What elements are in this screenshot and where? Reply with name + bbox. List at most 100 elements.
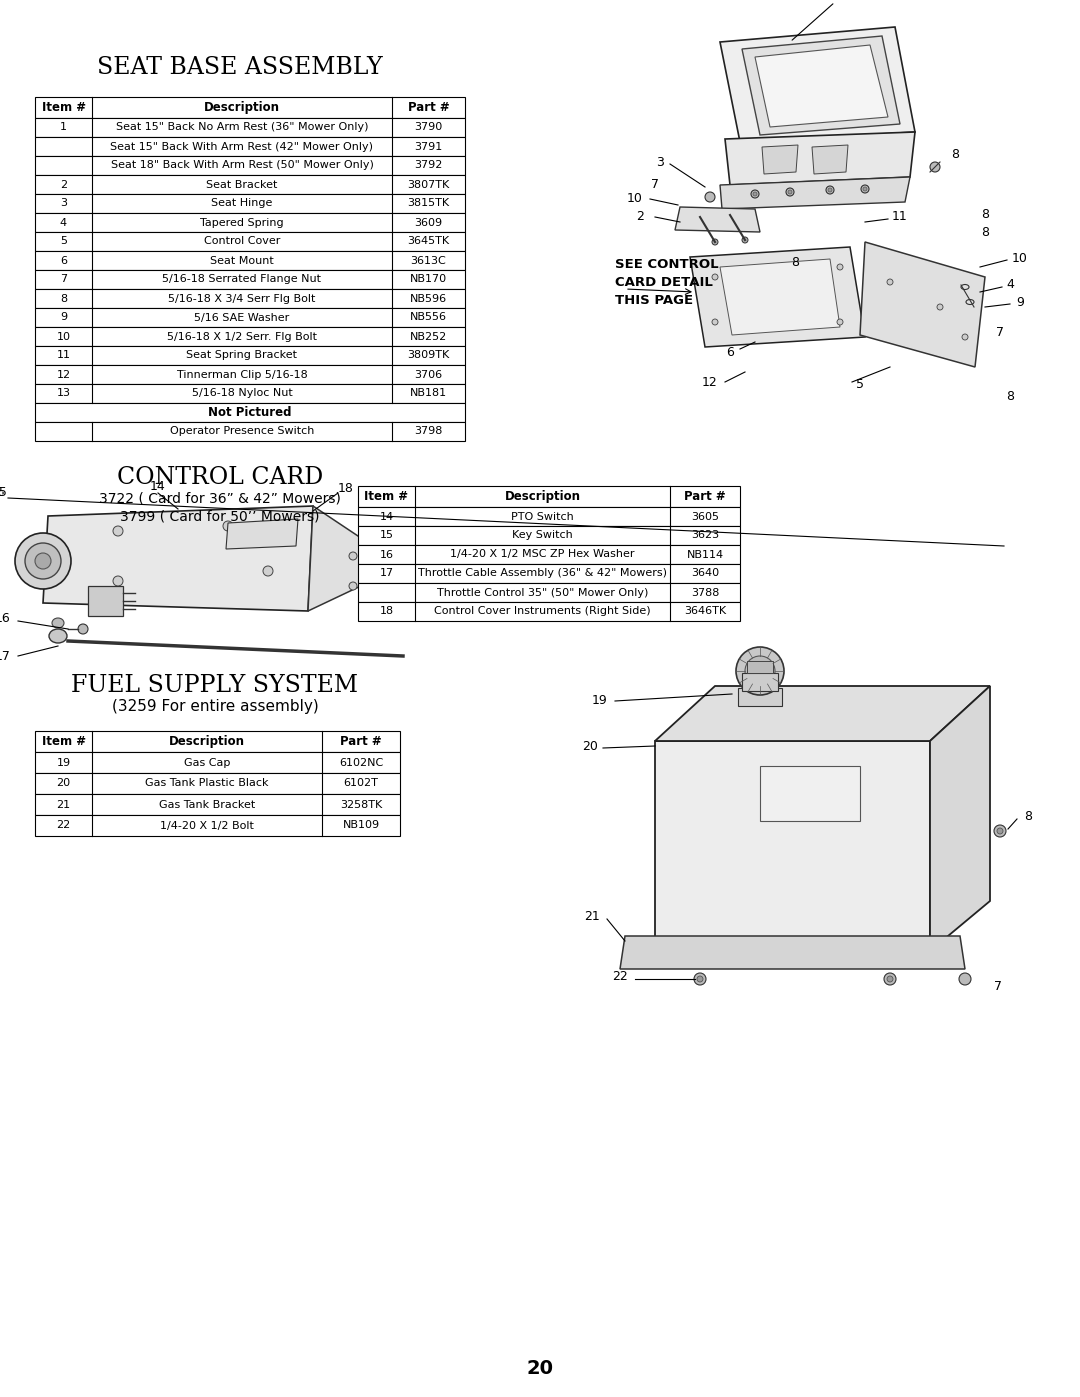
Text: 3792: 3792 bbox=[415, 161, 443, 170]
Text: 9: 9 bbox=[59, 313, 67, 323]
Text: 3646TK: 3646TK bbox=[684, 606, 726, 616]
Bar bbox=[35, 402, 465, 422]
Circle shape bbox=[937, 305, 943, 310]
Bar bbox=[357, 564, 740, 583]
Text: 20: 20 bbox=[582, 739, 598, 753]
Text: Seat 15" Back No Arm Rest (36" Mower Only): Seat 15" Back No Arm Rest (36" Mower Onl… bbox=[116, 123, 368, 133]
Circle shape bbox=[751, 190, 759, 198]
Text: 14: 14 bbox=[379, 511, 393, 521]
Circle shape bbox=[745, 657, 775, 686]
Bar bbox=[357, 527, 740, 545]
Polygon shape bbox=[690, 247, 865, 346]
Text: 14: 14 bbox=[150, 479, 166, 493]
Text: 10: 10 bbox=[627, 193, 643, 205]
Text: Seat Bracket: Seat Bracket bbox=[206, 179, 278, 190]
Bar bbox=[747, 661, 773, 673]
Circle shape bbox=[712, 239, 718, 244]
Circle shape bbox=[113, 576, 123, 585]
Text: 3706: 3706 bbox=[415, 369, 443, 380]
Bar bbox=[35, 384, 465, 402]
Text: 8: 8 bbox=[981, 225, 989, 239]
Ellipse shape bbox=[52, 617, 64, 629]
Text: NB109: NB109 bbox=[342, 820, 379, 830]
Text: 11: 11 bbox=[892, 211, 908, 224]
Circle shape bbox=[788, 190, 792, 194]
Text: 5/16-18 Nyloc Nut: 5/16-18 Nyloc Nut bbox=[191, 388, 293, 398]
Text: Control Cover Instruments (Right Side): Control Cover Instruments (Right Side) bbox=[434, 606, 651, 616]
Circle shape bbox=[742, 237, 748, 243]
Text: NB181: NB181 bbox=[410, 388, 447, 398]
Circle shape bbox=[15, 534, 71, 590]
Text: 20: 20 bbox=[56, 778, 70, 788]
Text: 6: 6 bbox=[60, 256, 67, 265]
Polygon shape bbox=[43, 506, 313, 610]
Text: 9: 9 bbox=[1016, 296, 1024, 309]
Bar bbox=[35, 731, 400, 752]
Circle shape bbox=[349, 552, 357, 560]
Text: 22: 22 bbox=[56, 820, 70, 830]
Text: NB252: NB252 bbox=[410, 331, 447, 341]
Polygon shape bbox=[654, 686, 990, 740]
Text: FUEL SUPPLY SYSTEM: FUEL SUPPLY SYSTEM bbox=[71, 673, 359, 697]
Text: NB556: NB556 bbox=[410, 313, 447, 323]
Polygon shape bbox=[308, 506, 403, 610]
Text: Not Pictured: Not Pictured bbox=[208, 407, 292, 419]
Text: 8: 8 bbox=[1005, 391, 1014, 404]
Text: 5/16-18 X 3/4 Serr Flg Bolt: 5/16-18 X 3/4 Serr Flg Bolt bbox=[168, 293, 315, 303]
Text: PTO Switch: PTO Switch bbox=[511, 511, 573, 521]
Circle shape bbox=[78, 624, 87, 634]
Circle shape bbox=[113, 527, 123, 536]
Circle shape bbox=[837, 264, 843, 270]
Text: SEAT BASE ASSEMBLY: SEAT BASE ASSEMBLY bbox=[97, 56, 382, 78]
Bar bbox=[35, 307, 465, 327]
Text: Gas Cap: Gas Cap bbox=[184, 757, 230, 767]
Text: Seat Spring Bracket: Seat Spring Bracket bbox=[187, 351, 297, 360]
Text: 3722 ( Card for 36” & 42” Mowers): 3722 ( Card for 36” & 42” Mowers) bbox=[99, 492, 341, 506]
Polygon shape bbox=[725, 131, 915, 184]
Bar bbox=[35, 814, 400, 835]
Circle shape bbox=[837, 319, 843, 326]
Circle shape bbox=[828, 189, 832, 191]
Text: 17: 17 bbox=[0, 650, 11, 662]
Text: 8: 8 bbox=[1024, 809, 1032, 823]
Text: Part #: Part # bbox=[340, 735, 382, 747]
Text: 15: 15 bbox=[0, 486, 9, 500]
Text: 3258TK: 3258TK bbox=[340, 799, 382, 809]
Text: 3790: 3790 bbox=[415, 123, 443, 133]
Bar bbox=[35, 194, 465, 212]
Text: 19: 19 bbox=[592, 694, 608, 707]
Text: Description: Description bbox=[504, 490, 581, 503]
Text: 7: 7 bbox=[994, 979, 1002, 992]
Polygon shape bbox=[812, 145, 848, 175]
Text: 3645TK: 3645TK bbox=[407, 236, 449, 246]
Text: 10: 10 bbox=[1012, 253, 1028, 265]
Polygon shape bbox=[675, 207, 760, 232]
Text: 12: 12 bbox=[702, 376, 718, 388]
Bar bbox=[35, 96, 465, 117]
Circle shape bbox=[712, 319, 718, 326]
Bar bbox=[760, 766, 860, 821]
Text: Item #: Item # bbox=[41, 735, 85, 747]
Polygon shape bbox=[930, 686, 990, 951]
Polygon shape bbox=[226, 520, 298, 549]
Polygon shape bbox=[720, 258, 840, 335]
Text: Gas Tank Bracket: Gas Tank Bracket bbox=[159, 799, 255, 809]
Text: 6102NC: 6102NC bbox=[339, 757, 383, 767]
Polygon shape bbox=[742, 36, 900, 136]
Text: 3798: 3798 bbox=[415, 426, 443, 436]
Circle shape bbox=[25, 543, 60, 578]
Text: 21: 21 bbox=[56, 799, 70, 809]
Text: 15: 15 bbox=[0, 486, 5, 500]
Bar bbox=[35, 117, 465, 137]
Bar bbox=[35, 251, 465, 270]
Text: 7: 7 bbox=[651, 179, 659, 191]
Text: 1/4-20 X 1/2 Bolt: 1/4-20 X 1/2 Bolt bbox=[160, 820, 254, 830]
Text: 4: 4 bbox=[59, 218, 67, 228]
Bar bbox=[357, 486, 740, 507]
Text: (3259 For entire assembly): (3259 For entire assembly) bbox=[111, 700, 319, 714]
Text: 11: 11 bbox=[56, 351, 70, 360]
Text: 1: 1 bbox=[836, 0, 843, 4]
Text: Part #: Part # bbox=[685, 490, 726, 503]
Text: Seat Hinge: Seat Hinge bbox=[212, 198, 272, 208]
Text: 8: 8 bbox=[791, 256, 799, 268]
